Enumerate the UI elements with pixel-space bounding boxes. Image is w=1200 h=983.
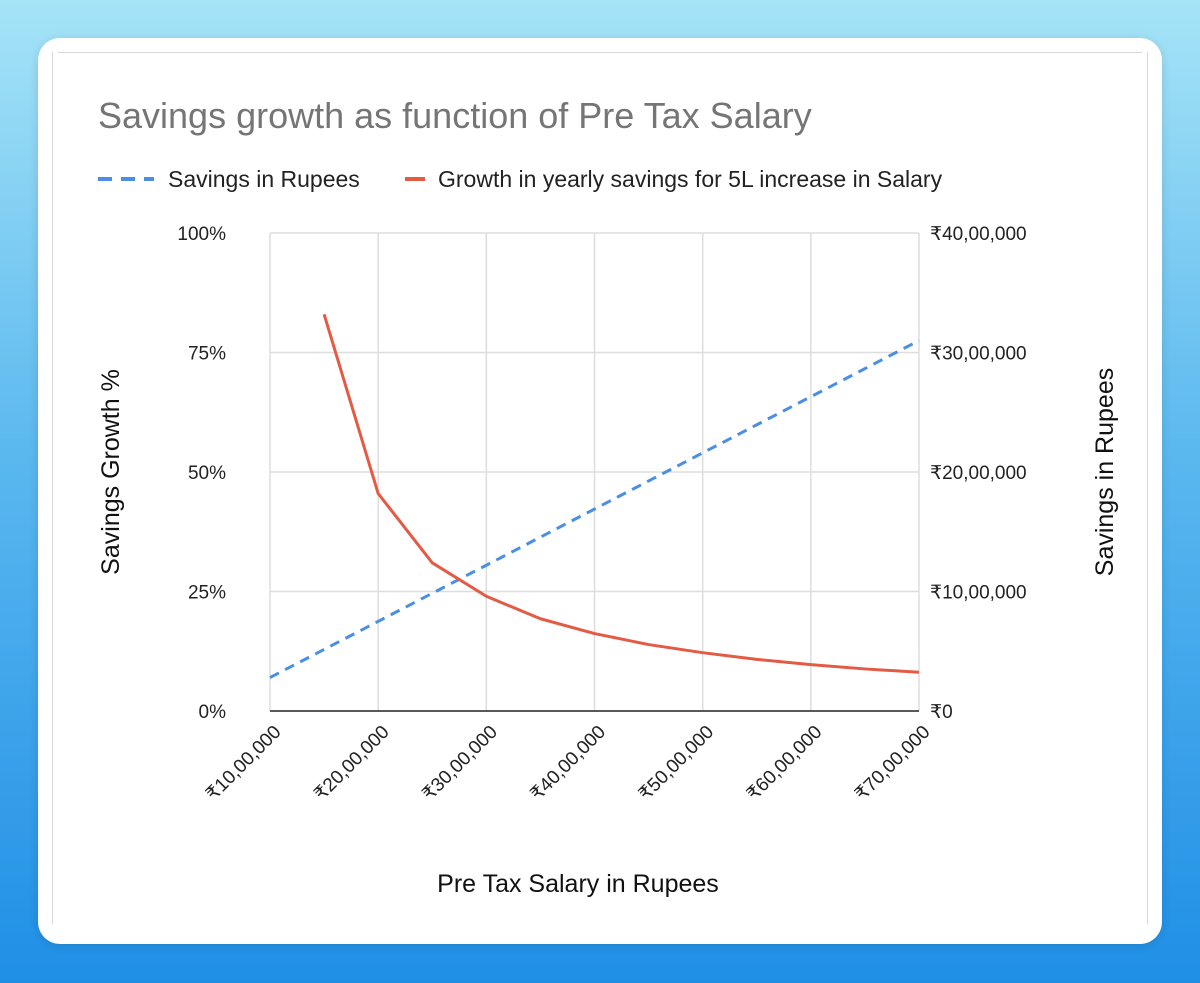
- y-right-axis-ticks: ₹0 ₹10,00,000 ₹20,00,000 ₹30,00,000 ₹40,00,0…: [930, 224, 1027, 723]
- legend-item-growth[interactable]: Growth in yearly savings for 5L increase…: [405, 166, 943, 192]
- chart-title: Savings growth as function of Pre Tax Sa…: [98, 95, 812, 136]
- y-left-tick-label-4: 100%: [177, 224, 226, 245]
- frame-top-border: [58, 52, 1142, 53]
- line-chart: Savings growth as function of Pre Tax Sa…: [97, 95, 1119, 898]
- x-tick-label-1: ₹20,00,000: [311, 722, 394, 805]
- x-tick-label-4: ₹50,00,000: [635, 722, 718, 805]
- x-tick-label-6: ₹70,00,000: [851, 722, 934, 805]
- chart-card: Savings growth as function of Pre Tax Sa…: [38, 38, 1162, 944]
- y-left-axis-ticks: 0% 25% 50% 75% 100%: [177, 224, 226, 723]
- gridlines: [269, 232, 920, 712]
- y-left-tick-label-2: 50%: [188, 463, 226, 484]
- x-tick-label-2: ₹30,00,000: [419, 722, 502, 805]
- y-left-tick-label-3: 75%: [188, 344, 226, 365]
- y-left-tick-label-1: 25%: [188, 583, 226, 604]
- legend: Savings in Rupees Growth in yearly savin…: [98, 166, 943, 192]
- y-left-axis-title: Savings Growth %: [97, 369, 125, 575]
- x-tick-label-5: ₹60,00,000: [743, 722, 826, 805]
- x-axis-title: Pre Tax Salary in Rupees: [437, 870, 719, 898]
- x-axis-ticks: ₹10,00,000 ₹20,00,000 ₹30,00,000 ₹40,00,000…: [202, 722, 934, 805]
- y-right-tick-label-4: ₹40,00,000: [930, 224, 1027, 245]
- x-tick-label-0: ₹10,00,000: [202, 722, 285, 805]
- y-left-tick-label-0: 0%: [199, 702, 227, 723]
- frame-right-border: [1147, 52, 1148, 924]
- y-right-axis-title: Savings in Rupees: [1091, 368, 1119, 576]
- frame-left-border: [52, 52, 53, 924]
- series-lines: [269, 313, 920, 679]
- legend-item-savings[interactable]: Savings in Rupees: [98, 166, 360, 192]
- y-right-tick-label-2: ₹20,00,000: [930, 463, 1027, 484]
- y-right-tick-label-0: ₹0: [930, 702, 953, 723]
- series-line-savings: [269, 339, 920, 679]
- legend-label-savings: Savings in Rupees: [168, 166, 360, 192]
- series-line-growth: [322, 313, 920, 674]
- y-right-tick-label-3: ₹30,00,000: [930, 344, 1027, 365]
- y-right-tick-label-1: ₹10,00,000: [930, 583, 1027, 604]
- x-tick-label-3: ₹40,00,000: [527, 722, 610, 805]
- legend-label-growth: Growth in yearly savings for 5L increase…: [438, 166, 943, 192]
